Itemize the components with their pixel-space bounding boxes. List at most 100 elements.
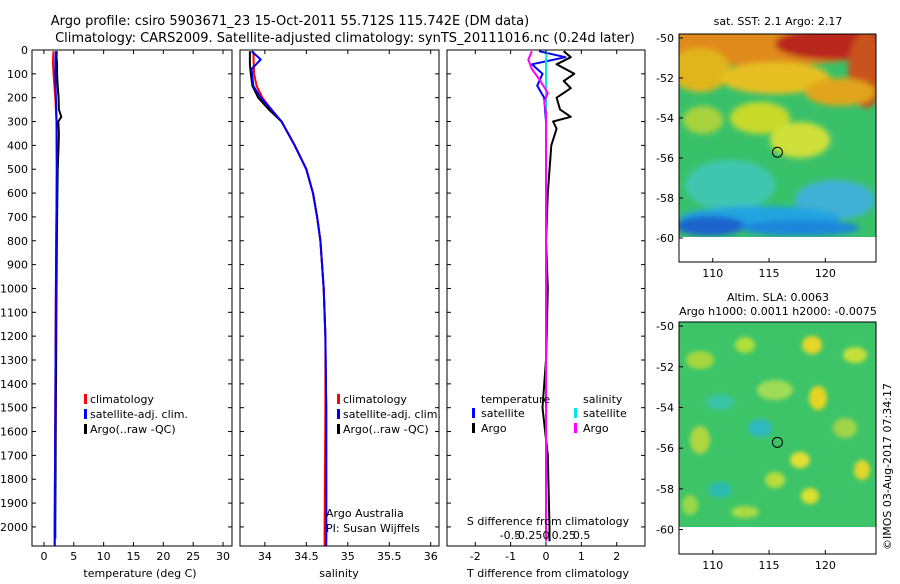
series-line-satellite-adj-clim: [53, 51, 58, 546]
s-tick-label: -0.5: [500, 529, 521, 542]
legend-title-temperature: temperature: [481, 393, 550, 406]
argo-float-marker: [771, 146, 783, 158]
map-y-tick-label: -60: [656, 524, 674, 537]
temperature-axes-frame: [31, 49, 233, 547]
s-tick-label: 0.25: [552, 529, 577, 542]
x-tick-label: 10: [97, 550, 111, 563]
x-tick-label: 34.5: [294, 550, 319, 563]
s-tick-label: 0: [543, 529, 550, 542]
x-tick-label: 30: [216, 550, 230, 563]
x-tick-label: 0: [543, 550, 550, 563]
sla-map-title-line1: Altim. SLA: 0.0063: [727, 291, 829, 304]
map-y-tick-label: -52: [656, 361, 674, 374]
map-y-tick-label: -56: [656, 152, 674, 165]
figure-title-line2: Climatology: CARS2009. Satellite-adjuste…: [55, 31, 635, 46]
legend-label-t-argo: Argo: [481, 422, 507, 435]
y-tick-label: 1200: [0, 330, 28, 343]
series-line-argo-raw-qc: [248, 51, 328, 542]
legend-label-climatology: climatology: [90, 393, 154, 406]
x-tick-label: 20: [156, 550, 170, 563]
y-tick-label: 500: [7, 163, 28, 176]
y-tick-label: 1500: [0, 402, 28, 415]
legend-swatch-s-argo: [574, 423, 577, 433]
y-tick-label: 2000: [0, 521, 28, 534]
sst-map-title: sat. SST: 2.1 Argo: 2.17: [714, 15, 843, 28]
series-line-satellite-adj-clim: [250, 50, 328, 546]
x-tick-label: 0: [40, 550, 47, 563]
map-y-tick-label: -58: [656, 192, 674, 205]
map-x-tick-label: 115: [759, 559, 780, 572]
legend-label-satellite: satellite-adj. clim.: [343, 408, 441, 421]
legend-label-argo: Argo(..raw -QC): [90, 423, 176, 436]
y-tick-label: 1100: [0, 306, 28, 319]
sst-map-image: [679, 34, 876, 262]
s-tick-label: 0.5: [573, 529, 591, 542]
map-y-tick-label: -54: [656, 401, 674, 414]
legend-label-s-satellite: satellite: [583, 407, 627, 420]
legend-swatch-s-satellite: [574, 408, 577, 418]
legend-label-argo: Argo(..raw -QC): [343, 423, 429, 436]
figure-title-line1: Argo profile: csiro 5903671_23 15-Oct-20…: [51, 14, 529, 29]
map-x-tick-label: 115: [759, 267, 780, 280]
sla-map-panel: Altim. SLA: 0.0063 Argo h1000: 0.0011 h2…: [656, 291, 877, 572]
legend-label-climatology: climatology: [343, 393, 407, 406]
x-tick-label: -1: [505, 550, 516, 563]
legend-swatch-t-satellite: [472, 408, 475, 418]
annotation-pi: PI: Susan Wijffels: [326, 522, 420, 535]
x-tick-label: 5: [70, 550, 77, 563]
y-tick-label: 400: [7, 139, 28, 152]
map-y-tick-label: -50: [656, 32, 674, 45]
s-difference-label: S difference from climatology: [467, 515, 630, 528]
legend-swatch-argo: [337, 424, 340, 434]
salinity-panel: 34 34.5 35 35.5 36 salinity climatology sate…: [239, 49, 441, 580]
series-line-s-argo: [527, 50, 549, 542]
map-x-tick-label: 120: [815, 559, 836, 572]
x-tick-label: 35.5: [377, 550, 402, 563]
y-tick-label: 1800: [0, 473, 28, 486]
x-tick-label: -2: [470, 550, 481, 563]
salinity-axes-frame: [239, 49, 440, 547]
series-line-climatology: [252, 51, 327, 546]
x-tick-label: 35: [341, 550, 355, 563]
y-tick-label: 1000: [0, 282, 28, 295]
y-tick-label: 0: [21, 44, 28, 57]
x-tick-label: 2: [613, 550, 620, 563]
y-tick-label: 800: [7, 235, 28, 248]
y-tick-label: 1600: [0, 426, 28, 439]
difference-legend: temperature satellite Argo salinity sate…: [472, 393, 627, 435]
map-y-tick-label: -58: [656, 483, 674, 496]
y-tick-label: 1900: [0, 497, 28, 510]
sst-map-frame: [678, 33, 877, 263]
map-x-tick-label: 110: [702, 267, 723, 280]
sst-map-panel: sat. SST: 2.1 Argo: 2.17 11: [656, 15, 877, 280]
x-tick-label: 15: [126, 550, 140, 563]
y-tick-label: 300: [7, 116, 28, 129]
sla-map-title-line2: Argo h1000: 0.0011 h2000: -0.0075: [679, 305, 877, 318]
x-tick-label: 1: [578, 550, 585, 563]
map-y-tick-label: -54: [656, 112, 674, 125]
y-tick-label: 1700: [0, 449, 28, 462]
y-tick-label: 100: [7, 68, 28, 81]
legend-title-salinity: salinity: [583, 393, 623, 406]
y-tick-label: 1400: [0, 378, 28, 391]
temperature-legend: climatology satellite-adj. clim. Argo(..…: [84, 393, 188, 436]
legend-label-s-argo: Argo: [583, 422, 609, 435]
temperature-panel: 0 5 10 15 20 25 300100200300400500600700800900…: [0, 44, 233, 580]
x-tick-label: 36: [424, 550, 438, 563]
legend-label-satellite: satellite-adj. clim.: [90, 408, 188, 421]
argo-float-marker: [771, 436, 783, 448]
y-tick-label: 700: [7, 211, 28, 224]
map-y-tick-label: -52: [656, 72, 674, 85]
difference-panel: -2 -1 0 1 2 -0.5-0.25 0 0.250.5 S difference fr…: [446, 49, 646, 580]
x-tick-label: 34: [258, 550, 272, 563]
legend-swatch-climatology: [84, 394, 87, 404]
map-y-tick-label: -56: [656, 442, 674, 455]
sla-map-frame: [678, 321, 877, 555]
y-tick-label: 200: [7, 92, 28, 105]
map-y-tick-label: -50: [656, 320, 674, 333]
map-y-tick-label: -60: [656, 232, 674, 245]
map-x-tick-label: 120: [815, 267, 836, 280]
legend-swatch-climatology: [337, 394, 340, 404]
t-difference-label: T difference from climatology: [466, 567, 629, 580]
